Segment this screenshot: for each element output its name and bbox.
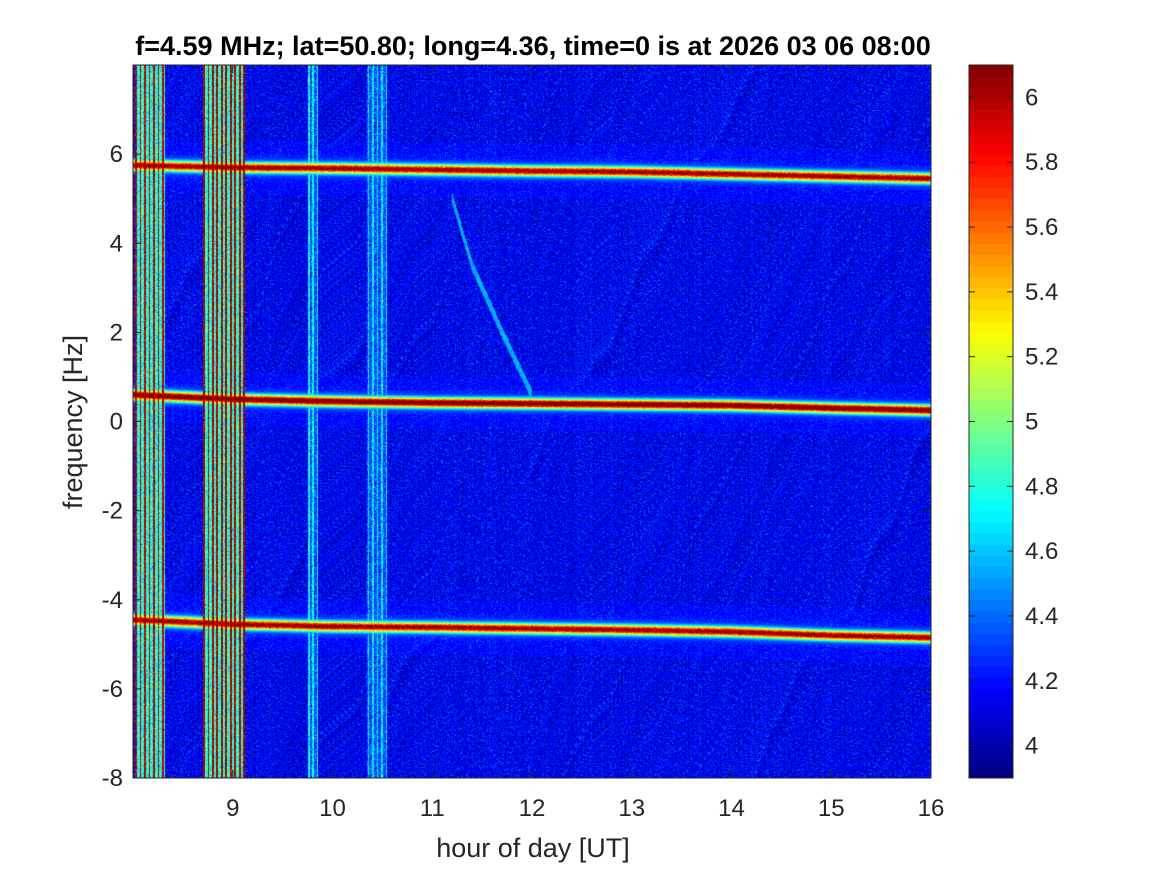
- x-tick-label: 14: [718, 795, 745, 822]
- y-axis-label: frequency [Hz]: [58, 335, 88, 509]
- y-tick-label: -2: [102, 498, 123, 525]
- y-tick-label: 2: [110, 319, 123, 346]
- x-tick-label: 13: [618, 795, 645, 822]
- y-tick-label: 6: [110, 141, 123, 168]
- x-tick-label: 15: [818, 795, 845, 822]
- colorbar-tick-label: 4.8: [1025, 473, 1058, 500]
- x-tick-label: 12: [519, 795, 546, 822]
- x-axis: 9 10 11 12 13 14 15 16: [226, 65, 944, 822]
- colorbar-tick-label: 5.6: [1025, 214, 1058, 241]
- x-tick-label: 16: [918, 795, 945, 822]
- colorbar-tick-label: 4.2: [1025, 668, 1058, 695]
- colorbar-tick-label: 5.8: [1025, 149, 1058, 176]
- plot-area: [132, 64, 932, 779]
- colorbar-ticks: 4 4.2 4.4 4.6 4.8 5 5.2 5.4 5.6 5.8 6: [969, 84, 1058, 760]
- colorbar-gradient: [969, 65, 1013, 778]
- y-tick-label: -8: [102, 765, 123, 792]
- colorbar-tick-label: 4.4: [1025, 603, 1058, 630]
- x-tick-label: 10: [319, 795, 346, 822]
- chart-title: f=4.59 MHz; lat=50.80; long=4.36, time=0…: [135, 31, 930, 61]
- colorbar-tick-label: 5.2: [1025, 344, 1058, 371]
- colorbar-tick-label: 4: [1025, 733, 1038, 760]
- y-tick-label: -4: [102, 587, 123, 614]
- colorbar-tick-label: 4.6: [1025, 538, 1058, 565]
- y-tick-label: 4: [110, 230, 123, 257]
- y-tick-label: 0: [110, 409, 123, 436]
- y-axis: -8 -6 -4 -2 0 2 4 6: [102, 141, 931, 792]
- colorbar-tick-label: 5.4: [1025, 279, 1058, 306]
- colorbar-tick-label: 5: [1025, 409, 1038, 436]
- colorbar: 4 4.2 4.4 4.6 4.8 5 5.2 5.4 5.6 5.8 6: [968, 64, 1058, 779]
- y-tick-label: -6: [102, 676, 123, 703]
- spectrogram-heatmap: [133, 65, 931, 778]
- x-axis-label: hour of day [UT]: [436, 833, 630, 863]
- x-tick-label: 11: [420, 795, 445, 822]
- colorbar-tick-label: 6: [1025, 84, 1038, 111]
- x-tick-label: 9: [226, 795, 239, 822]
